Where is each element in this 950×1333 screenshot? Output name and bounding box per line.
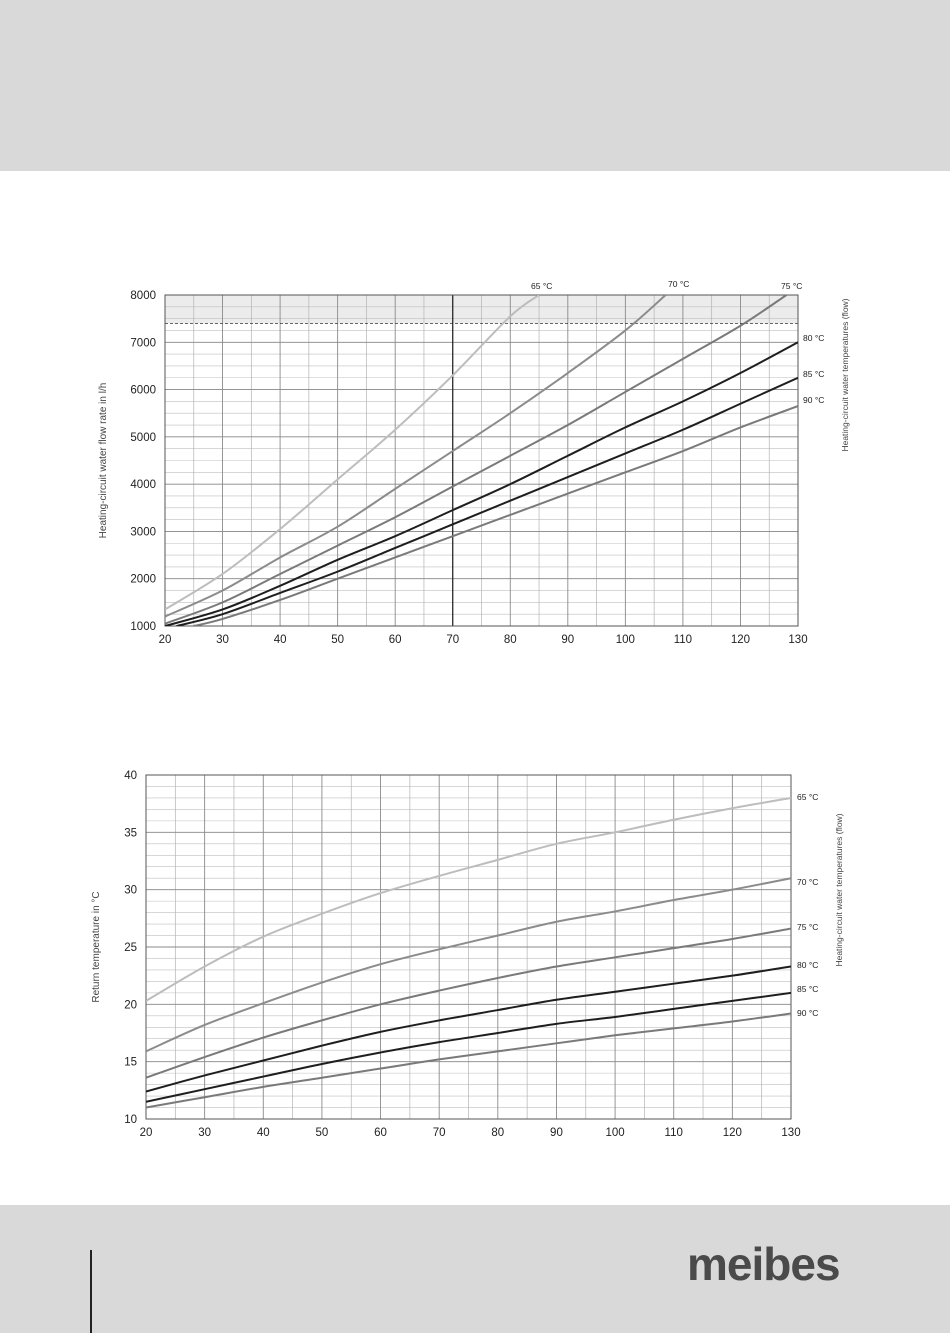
x-tick-label: 100 xyxy=(605,1127,624,1139)
x-tick-label: 30 xyxy=(216,634,229,646)
x-tick-label: 100 xyxy=(616,634,635,646)
series-group xyxy=(146,796,791,1109)
series-line-85 xyxy=(176,376,798,626)
y-tick-label: 4000 xyxy=(130,479,156,491)
x-tick-label: 70 xyxy=(446,634,459,646)
footer-band xyxy=(0,1205,950,1333)
x-tick-label: 50 xyxy=(331,634,344,646)
grid xyxy=(164,294,799,627)
x-tick-label: 80 xyxy=(504,634,517,646)
y-tick-label: 5000 xyxy=(130,432,156,444)
series-line-90 xyxy=(146,1012,791,1109)
series-label: 70 °C xyxy=(797,877,818,887)
y-tick-label: 2000 xyxy=(130,574,156,586)
x-tick-label: 90 xyxy=(550,1127,563,1139)
series-label: 75 °C xyxy=(781,281,802,291)
x-tick-label: 80 xyxy=(491,1127,504,1139)
series-line-90 xyxy=(193,405,798,626)
series-line-70 xyxy=(146,877,791,1053)
series-line-80 xyxy=(146,965,791,1093)
series-label: 65 °C xyxy=(797,792,818,802)
x-tick-label: 50 xyxy=(316,1127,329,1139)
series-label: 65 °C xyxy=(531,281,552,291)
x-tick-label: 20 xyxy=(140,1127,153,1139)
series-label: 90 °C xyxy=(803,395,824,405)
series-label: 80 °C xyxy=(803,333,824,343)
series-label: 80 °C xyxy=(797,960,818,970)
y-tick-label: 20 xyxy=(124,999,137,1011)
y-tick-label: 1000 xyxy=(130,621,156,633)
x-tick-label: 60 xyxy=(389,634,402,646)
right-axis-title: Heating-circuit water temperatures (flow… xyxy=(840,298,850,451)
meibes-logo: meibes xyxy=(687,1240,841,1290)
header-band xyxy=(0,0,950,171)
y-tick-label: 7000 xyxy=(130,337,156,349)
y-tick-label: 10 xyxy=(124,1114,137,1126)
footer-divider xyxy=(90,1250,92,1333)
x-tick-label: 110 xyxy=(665,1127,683,1139)
series-line-85 xyxy=(146,991,791,1103)
y-axis-title: Heating-circuit water flow rate in l/h xyxy=(98,383,109,539)
x-tick-label: 40 xyxy=(257,1127,270,1139)
x-tick-label: 110 xyxy=(674,634,692,646)
y-tick-label: 6000 xyxy=(130,385,156,397)
y-axis-title: Return temperature in °C xyxy=(91,891,102,1002)
y-tick-label: 8000 xyxy=(130,290,156,302)
series-line-65 xyxy=(146,796,791,1002)
right-axis-title: Heating-circuit water temperatures (flow… xyxy=(834,813,844,966)
x-tick-label: 70 xyxy=(433,1127,446,1139)
plot-border xyxy=(164,294,799,627)
x-tick-label: 20 xyxy=(159,634,172,646)
series-line-75 xyxy=(165,295,788,625)
return-temperature-chart: 65 °C 70 °C 75 °C 80 °C 85 °C 90 °C 20 30 40 50 60… xyxy=(91,770,844,1139)
series-label: 85 °C xyxy=(797,984,818,994)
logo-text: meibes xyxy=(687,1240,840,1290)
y-tick-label: 40 xyxy=(124,770,137,782)
x-tick-label: 90 xyxy=(561,634,574,646)
series-line-80 xyxy=(165,341,798,626)
series-label: 75 °C xyxy=(797,922,818,932)
x-tick-label: 120 xyxy=(723,1127,742,1139)
x-tick-label: 130 xyxy=(788,634,807,646)
x-tick-label: 30 xyxy=(198,1127,211,1139)
series-label: 70 °C xyxy=(668,279,689,289)
series-label: 90 °C xyxy=(797,1008,818,1018)
flow-rate-chart: 65 °C 70 °C 75 °C 80 °C 85 °C 90 °C 20 30 40 50 60… xyxy=(98,279,850,646)
y-tick-label: 30 xyxy=(124,885,137,897)
y-tick-label: 3000 xyxy=(130,526,156,538)
y-tick-label: 15 xyxy=(124,1057,137,1069)
y-tick-label: 25 xyxy=(124,942,137,954)
series-label: 85 °C xyxy=(803,369,824,379)
series-line-70 xyxy=(165,295,667,618)
x-tick-label: 40 xyxy=(274,634,287,646)
y-tick-label: 35 xyxy=(124,827,137,839)
series-group xyxy=(165,295,798,626)
x-tick-label: 60 xyxy=(374,1127,387,1139)
plot-border xyxy=(145,774,792,1120)
series-line-75 xyxy=(146,927,791,1079)
x-tick-label: 120 xyxy=(731,634,750,646)
series-line-65 xyxy=(165,295,540,611)
x-tick-label: 130 xyxy=(781,1127,800,1139)
